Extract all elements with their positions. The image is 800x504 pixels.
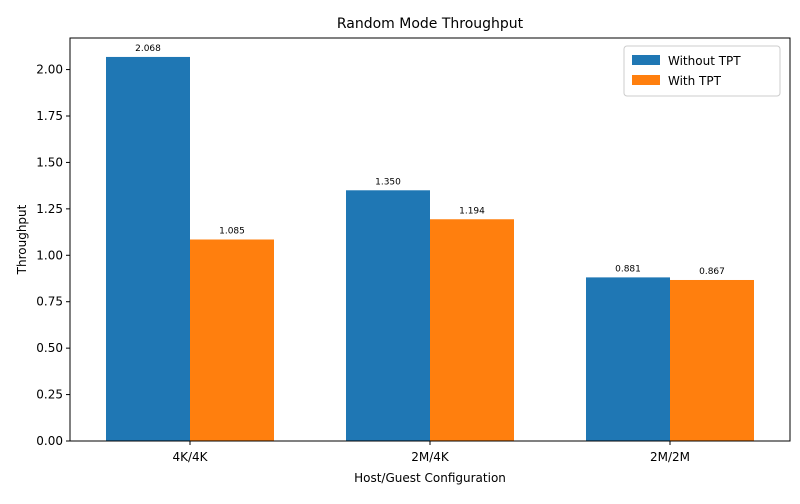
bar-value-label: 2.068 <box>135 44 161 54</box>
x-tick-label: 4K/4K <box>172 450 208 464</box>
y-axis-label: Throughput <box>15 204 29 275</box>
bar-with-tpt <box>190 239 274 441</box>
legend-label: Without TPT <box>668 54 741 68</box>
y-tick-label: 1.75 <box>36 109 63 123</box>
bar-without-tpt <box>106 56 190 441</box>
y-tick-label: 0.00 <box>36 434 63 448</box>
bar-value-label: 0.881 <box>615 264 641 274</box>
x-tick-label: 2M/4K <box>411 450 450 464</box>
bar-value-label: 1.194 <box>459 206 485 216</box>
bar-value-labels: 2.068 1.350 0.881 1.085 1.194 0.867 <box>135 44 725 277</box>
x-tick-label: 2M/2M <box>650 450 690 464</box>
x-axis: 4K/4K 2M/4K 2M/2M <box>172 441 690 464</box>
y-tick-label: 2.00 <box>36 63 63 77</box>
bar-value-label: 1.085 <box>219 227 245 237</box>
y-tick-label: 0.50 <box>36 341 63 355</box>
plot-frame <box>69 37 791 442</box>
bar-without-tpt <box>586 277 670 441</box>
x-axis-label: Host/Guest Configuration <box>354 471 506 485</box>
bars <box>106 56 754 441</box>
bar-value-label: 0.867 <box>699 267 725 277</box>
legend-swatch <box>632 75 660 85</box>
legend-swatch <box>632 55 660 65</box>
y-tick-label: 0.25 <box>36 388 63 402</box>
legend: Without TPT With TPT <box>623 45 781 97</box>
y-tick-label: 1.25 <box>36 202 63 216</box>
bar-with-tpt <box>430 219 514 441</box>
y-tick-label: 0.75 <box>36 295 63 309</box>
y-tick-label: 1.50 <box>36 155 63 169</box>
bar-with-tpt <box>670 279 754 441</box>
bar-value-label: 1.350 <box>375 177 401 187</box>
legend-label: With TPT <box>668 74 722 88</box>
y-tick-label: 1.00 <box>36 248 63 262</box>
y-axis: 0.00 0.25 0.50 0.75 1.00 1.25 1.50 1.75 2.00 <box>36 63 70 448</box>
bar-without-tpt <box>346 190 430 441</box>
legend-box <box>623 45 781 97</box>
chart-title: Random Mode Throughput <box>337 16 524 32</box>
